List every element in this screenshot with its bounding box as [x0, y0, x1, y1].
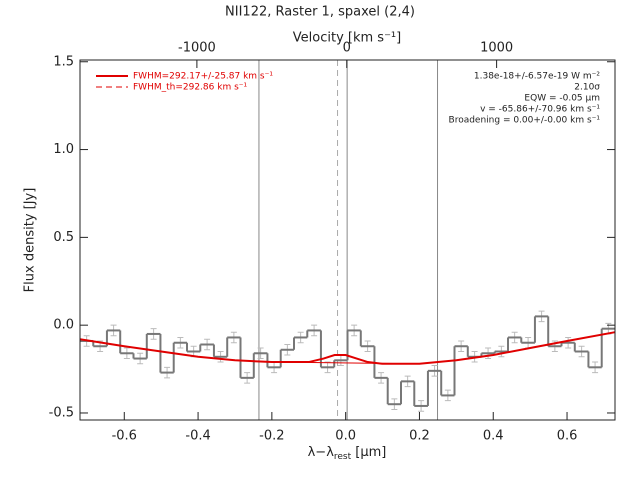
- legend-label: FWHM=292.17+/-25.87 km s⁻¹: [133, 72, 273, 82]
- annotation: EQW = -0.05 μm: [524, 94, 600, 104]
- x-axis-label: λ−λrest [μm]: [308, 445, 387, 462]
- y-tick-label: -0.5: [49, 405, 74, 420]
- x-tick-label: -0.6: [112, 429, 137, 444]
- x-label-main: λ−λ: [308, 445, 335, 460]
- x-label-sub: rest: [334, 452, 352, 462]
- chart-title: NII122, Raster 1, spaxel (2,4): [225, 5, 415, 20]
- legend-label: FWHM_th=292.86 km s⁻¹: [133, 83, 248, 93]
- x2-tick-label: 0: [343, 41, 351, 56]
- x-label-unit: [μm]: [351, 445, 386, 460]
- x-tick-label: 0.6: [557, 429, 578, 444]
- annotation: 2.10σ: [574, 83, 600, 93]
- x2-tick-label: -1000: [178, 41, 216, 56]
- fit-line: [79, 331, 616, 365]
- x2-axis-label: Velocity [km s⁻¹]: [293, 31, 401, 46]
- y-tick-label: 1.0: [53, 142, 74, 157]
- x-tick-label: 0.4: [483, 429, 504, 444]
- y-axis-label: Flux density [Jy]: [23, 188, 38, 293]
- x-tick-label: -0.2: [259, 429, 284, 444]
- x-tick-label: 0.2: [409, 429, 430, 444]
- x2-tick-label: 1000: [480, 41, 513, 56]
- y-tick-label: 1.5: [53, 54, 74, 69]
- y-tick-label: 0.0: [53, 318, 74, 333]
- plot-frame: [79, 59, 616, 421]
- x-tick-label: -0.4: [185, 429, 210, 444]
- annotation: 1.38e-18+/-6.57e-19 W m⁻²: [474, 72, 601, 82]
- y-tick-label: 0.5: [53, 230, 74, 245]
- x-tick-label: 0.0: [335, 429, 356, 444]
- annotation: Broadening = 0.00+/-0.00 km s⁻¹: [449, 116, 601, 126]
- annotation: v = -65.86+/-70.96 km s⁻¹: [480, 105, 600, 115]
